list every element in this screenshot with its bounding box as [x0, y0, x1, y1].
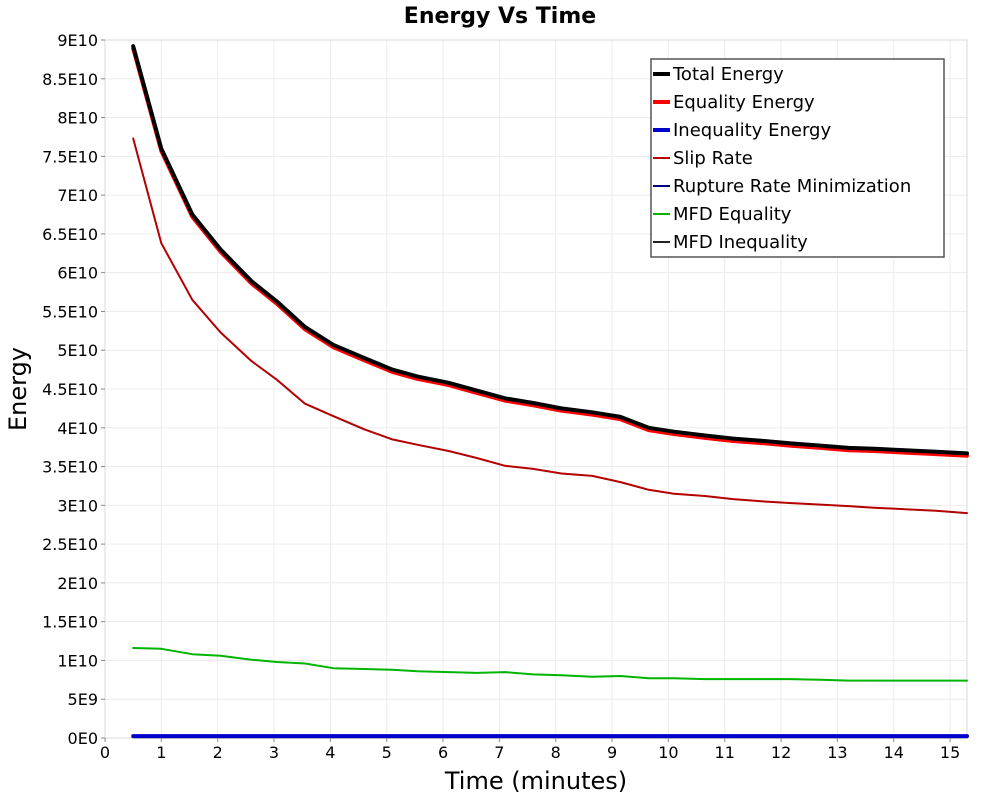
y-tick-label: 7.5E10 — [42, 147, 98, 166]
x-tick-label: 15 — [940, 743, 960, 762]
x-tick-label: 2 — [213, 743, 223, 762]
x-tick-label: 14 — [884, 743, 904, 762]
x-tick-label: 6 — [438, 743, 448, 762]
x-tick-label: 1 — [156, 743, 166, 762]
y-tick-label: 2E10 — [57, 574, 98, 593]
x-tick-label: 0 — [100, 743, 110, 762]
y-tick-label: 5.5E10 — [42, 302, 98, 321]
y-axis-label: Energy — [4, 347, 32, 431]
y-tick-label: 9E10 — [57, 31, 98, 50]
chart-title: Energy Vs Time — [404, 4, 596, 29]
x-tick-label: 12 — [771, 743, 791, 762]
y-tick-label: 0E0 — [68, 729, 98, 748]
series-lines — [131, 44, 969, 739]
series-line-mfd-equality — [132, 647, 968, 682]
y-tick-label: 3E10 — [57, 496, 98, 515]
x-axis-ticks: 0 1 2 3 4 5 6 7 8 9 10 11 12 13 14 15 — [100, 738, 960, 762]
x-tick-label: 7 — [494, 743, 504, 762]
legend: Total Energy Equality Energy Inequality En… — [650, 58, 945, 258]
x-tick-label: 5 — [382, 743, 392, 762]
series-line-total-energy — [131, 44, 969, 456]
x-tick-label: 9 — [607, 743, 617, 762]
y-tick-label: 5E10 — [57, 341, 98, 360]
y-tick-label: 6E10 — [57, 264, 98, 283]
x-tick-label: 4 — [325, 743, 335, 762]
x-tick-label: 3 — [269, 743, 279, 762]
y-tick-label: 1.5E10 — [42, 613, 98, 632]
series-line-slip-rate — [132, 137, 968, 515]
y-tick-label: 3.5E10 — [42, 458, 98, 477]
legend-label-mfd-inequality: MFD Inequality — [673, 232, 808, 253]
y-tick-label: 4E10 — [57, 419, 98, 438]
x-tick-label: 11 — [715, 743, 735, 762]
y-tick-label: 2.5E10 — [42, 535, 98, 554]
x-tick-label: 10 — [658, 743, 678, 762]
y-tick-label: 5E9 — [68, 690, 98, 709]
legend-label-inequality-energy: Inequality Energy — [673, 120, 831, 141]
y-axis-ticks: 0E0 5E9 1E10 1.5E10 2E10 2.5E10 3E10 3.5E10 4E10… — [42, 31, 105, 748]
legend-label-equality-energy: Equality Energy — [673, 92, 815, 113]
legend-label-total-energy: Total Energy — [672, 64, 784, 85]
legend-label-slip-rate: Slip Rate — [673, 148, 753, 169]
y-tick-label: 7E10 — [57, 186, 98, 205]
y-tick-label: 8E10 — [57, 109, 98, 128]
y-tick-label: 6.5E10 — [42, 225, 98, 244]
legend-box — [650, 58, 945, 258]
legend-label-mfd-equality: MFD Equality — [673, 204, 792, 225]
y-tick-label: 1E10 — [57, 651, 98, 670]
x-axis-label: Time (minutes) — [444, 767, 627, 795]
legend-label-rupture-rate-minimization: Rupture Rate Minimization — [673, 176, 911, 197]
x-tick-label: 8 — [551, 743, 561, 762]
y-tick-label: 8.5E10 — [42, 70, 98, 89]
y-tick-label: 4.5E10 — [42, 380, 98, 399]
x-tick-label: 13 — [827, 743, 847, 762]
